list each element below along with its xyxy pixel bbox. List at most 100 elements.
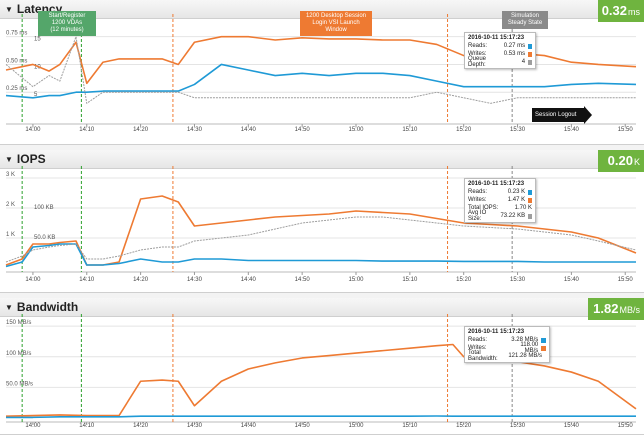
x-tick-label: 14:40 [241,423,257,429]
legend-swatch [528,213,532,219]
x-tick-label: 15:10 [402,423,418,429]
series-line-reads [5,243,636,268]
tooltip-row: Total Bandwidth: 121.28 MB/s [468,350,546,362]
tooltip-key: Reads: [468,337,488,343]
legend-swatch [528,51,532,57]
x-tick-label: 14:20 [133,423,149,429]
x-tick-label: 14:30 [187,277,203,283]
x-tick-label: 14:40 [241,277,257,283]
x-tick-label: 14:40 [241,127,257,133]
y-tick-label: 2 K [6,202,15,208]
y-tick-label: 50.0 MB/s [6,381,33,387]
tooltip-row: Reads: 3.28 MB/s [468,336,546,344]
series-line-writes [5,195,637,266]
x-tick-label: 15:20 [456,277,472,283]
steady-state-annotation: Simulation Steady State [502,11,548,29]
bandwidth-panel-title[interactable]: ▼ Bandwidth [5,300,78,314]
x-tick-label: 15:40 [564,127,580,133]
x-tick-label: 15:50 [618,423,634,429]
tooltip-key: Total Bandwidth: [468,350,498,362]
x-tick-label: 15:00 [348,127,364,133]
x-tick-label: 15:40 [564,423,580,429]
x-tick-label: 15:30 [510,423,526,429]
legend-swatch [528,189,532,195]
iops-title-text: IOPS [16,152,46,166]
y-right-tick-label: 100 KB [34,205,54,211]
x-tick-label: 14:50 [295,423,311,429]
iops-chart[interactable]: 3 K 2 K 1 K 100 KB 50.0 KB 14:00 14:10 14:20 14:… [0,150,644,292]
iops-badge: 0.20K [598,150,644,172]
tooltip-timestamp: 2016-10-11 15:17:23 [468,329,525,335]
x-tick-label: 14:50 [295,127,311,133]
latency-badge: 0.32ms [598,0,644,22]
x-tick-label: 14:20 [133,127,149,133]
x-tick-label: 14:30 [187,423,203,429]
bandwidth-panel-header: ▼ Bandwidth [0,298,644,317]
x-tick-label: 14:00 [25,127,41,133]
x-tick-label: 14:00 [25,423,41,429]
legend-swatch [528,59,532,65]
iops-panel: ▼ IOPS 0.20K 3 K 2 K 1 K 100 KB 50.0 KB 14:00 1… [0,150,644,293]
legend-swatch [528,197,532,203]
session-logout-label: Session Logout [535,112,577,118]
x-tick-label: 15:30 [510,277,526,283]
tooltip-value: 0.27 ms [503,43,526,49]
x-tick-label: 15:20 [456,423,472,429]
collapse-triangle-icon[interactable]: ▼ [5,5,13,14]
series-line-queue-depth [5,36,636,104]
x-tick-label: 15:50 [618,127,634,133]
tooltip-value: 1.70 K [514,205,532,211]
y-tick-label: 0.75 ms [6,31,27,37]
tooltip-row: Reads: 0.23 K [468,188,532,196]
y-right-tick-label: 50.0 KB [34,235,55,241]
y-tick-label: 1 K [6,232,15,238]
tooltip-key: Queue Depth: [468,56,487,68]
tooltip-row: Writes: 0.53 ms [468,50,532,58]
series-line-avg-io-size [5,216,637,263]
y-tick-label: 3 K [6,172,15,178]
latency-chart[interactable]: 0.75 ms 0.50 ms 0.25 ms 15 10 5 14:00 14:10 14:2… [0,0,644,144]
tooltip-value: 4 [521,59,526,65]
session-logout-arrow: Session Logout [532,106,592,124]
tooltip-timestamp: 2016-10-11 15:17:23 [468,181,525,187]
bandwidth-badge-unit: MB/s [619,305,640,315]
tooltip-key: Reads: [468,43,488,49]
bandwidth-title-text: Bandwidth [16,300,79,314]
tooltip-row: Reads: 0.27 ms [468,42,532,50]
tooltip-key: Avg IO Size: [468,210,487,222]
x-tick-label: 14:20 [133,277,149,283]
y-right-tick-label: 10 [34,64,41,70]
bandwidth-badge: 1.82MB/s [588,298,644,320]
tooltip-row: Writes: 1.47 K [468,196,532,204]
collapse-triangle-icon[interactable]: ▼ [5,303,13,312]
iops-panel-title[interactable]: ▼ IOPS [5,152,46,166]
x-tick-label: 14:10 [79,423,95,429]
iops-badge-unit: K [633,157,640,167]
iops-panel-header: ▼ IOPS [0,150,644,169]
x-tick-label: 15:10 [402,127,418,133]
legend-swatch [541,337,546,343]
x-tick-label: 14:50 [295,277,311,283]
y-right-tick-label: 15 [34,37,41,43]
tooltip-value: 118.00 MB/s [520,342,539,354]
x-tick-label: 15:00 [348,277,364,283]
tooltip-value: 0.23 K [507,189,526,195]
tooltip-key: Reads: [468,189,488,195]
x-tick-label: 14:00 [25,277,41,283]
x-tick-label: 14:30 [187,127,203,133]
collapse-triangle-icon[interactable]: ▼ [5,155,13,164]
bandwidth-panel: ▼ Bandwidth 1.82MB/s 150 MB/s 100 MB/s 50.0… [0,298,644,435]
x-tick-label: 15:40 [564,277,580,283]
tooltip-value: 3.28 MB/s [511,337,539,343]
series-line-reads [6,415,636,419]
bandwidth-chart[interactable]: 150 MB/s 100 MB/s 50.0 MB/s 14:00 14:10 14:20… [0,298,644,434]
y-tick-label: 150 MB/s [6,320,31,326]
tooltip-key: Writes: [468,197,487,203]
tooltip-row: Queue Depth: 4 [468,56,532,68]
x-tick-label: 14:10 [79,277,95,283]
x-tick-label: 15:00 [348,423,364,429]
tooltip-value: 121.28 MB/s [508,353,542,359]
series-line-reads [5,63,637,99]
x-tick-label: 14:10 [79,127,95,133]
tooltip-value: 0.53 ms [503,51,526,57]
